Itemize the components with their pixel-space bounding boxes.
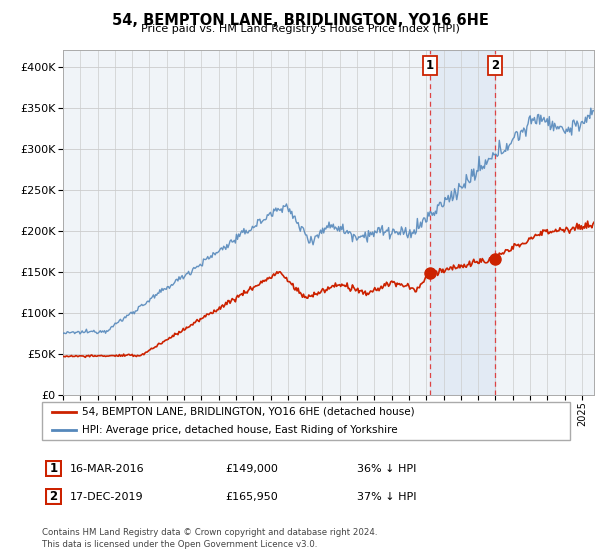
Text: 16-MAR-2016: 16-MAR-2016 (70, 464, 145, 474)
Text: 17-DEC-2019: 17-DEC-2019 (70, 492, 144, 502)
Text: Contains HM Land Registry data © Crown copyright and database right 2024.: Contains HM Land Registry data © Crown c… (42, 528, 377, 536)
Text: 2: 2 (49, 490, 58, 503)
Text: 36% ↓ HPI: 36% ↓ HPI (357, 464, 416, 474)
Text: 54, BEMPTON LANE, BRIDLINGTON, YO16 6HE: 54, BEMPTON LANE, BRIDLINGTON, YO16 6HE (112, 13, 488, 28)
Text: 54, BEMPTON LANE, BRIDLINGTON, YO16 6HE (detached house): 54, BEMPTON LANE, BRIDLINGTON, YO16 6HE … (82, 407, 414, 417)
Text: Price paid vs. HM Land Registry's House Price Index (HPI): Price paid vs. HM Land Registry's House … (140, 24, 460, 34)
Bar (430, 50, 495, 395)
Text: 37% ↓ HPI: 37% ↓ HPI (357, 492, 416, 502)
Text: This data is licensed under the Open Government Licence v3.0.: This data is licensed under the Open Gov… (42, 540, 317, 549)
Text: 2: 2 (491, 59, 499, 72)
Text: HPI: Average price, detached house, East Riding of Yorkshire: HPI: Average price, detached house, East… (82, 425, 397, 435)
Text: 1: 1 (426, 59, 434, 72)
Text: 1: 1 (49, 462, 58, 475)
Text: £165,950: £165,950 (225, 492, 278, 502)
Text: £149,000: £149,000 (225, 464, 278, 474)
